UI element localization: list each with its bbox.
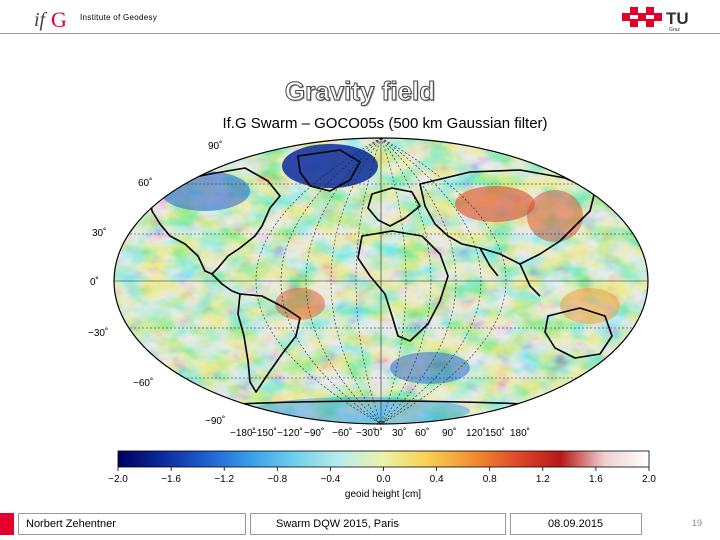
lon-label: −30˚ (356, 427, 376, 439)
footer-date: 08.09.2015 (548, 518, 604, 530)
lat-label: 30˚ (92, 227, 106, 239)
graticule (114, 138, 648, 424)
longitude-labels: −180˚ −150˚ −120˚ −90˚ −60˚ −30˚ 0˚ 30˚ … (230, 427, 530, 439)
colorbar-ticks: −2.0 −1.6 −1.2 −0.8 −0.4 0.0 0.4 0.8 1.2 1.6 2.0 (108, 467, 656, 485)
slide-footer: Norbert Zehentner Swarm DQW 2015, Paris … (0, 513, 720, 535)
lon-label: 30˚ (392, 427, 406, 439)
ifg-logo: if G (34, 7, 67, 31)
colorbar-tick-label: −1.2 (214, 474, 234, 485)
footer-author: Norbert Zehentner (26, 518, 116, 530)
page-number: 19 (692, 518, 703, 528)
lon-label: 150˚ (485, 427, 505, 439)
svg-text:if: if (34, 9, 48, 31)
lon-label: 90˚ (442, 427, 456, 439)
colorbar: −2.0 −1.6 −1.2 −0.8 −0.4 0.0 0.4 0.8 1.2 1.6 2.0 g… (108, 450, 656, 500)
colorbar-tick-label: 0.0 (377, 474, 391, 485)
lon-label: 180˚ (510, 427, 530, 439)
slide-header: if G Institute of Geodesy TU Graz (0, 0, 720, 34)
lon-label: 0˚ (374, 427, 383, 439)
lon-label: −120˚ (277, 427, 303, 439)
geoid-map: 90˚ 60˚ 30˚ 0˚ −30˚ −60˚ −90˚ −180˚ −150… (88, 137, 649, 439)
footer-event: Swarm DQW 2015, Paris (276, 518, 399, 530)
svg-text:Graz: Graz (669, 27, 680, 32)
map-frame (113, 137, 649, 425)
slide-title: Gravity field (284, 76, 436, 107)
footer-author-box (18, 513, 246, 535)
lat-label: 90˚ (208, 140, 222, 152)
colorbar-tick-label: −0.8 (267, 474, 287, 485)
colorbar-tick-label: 2.0 (642, 474, 656, 485)
latitude-labels: 90˚ 60˚ 30˚ 0˚ −30˚ −60˚ −90˚ (88, 140, 225, 427)
lat-label: −90˚ (205, 415, 225, 427)
lon-label: 60˚ (415, 427, 429, 439)
footer-date-box (510, 513, 642, 535)
colorbar-gradient (117, 450, 650, 468)
lon-label: −60˚ (332, 427, 352, 439)
institute-name: Institute of Geodesy (80, 13, 158, 22)
colorbar-label: geoid height [cm] (345, 489, 421, 500)
colorbar-tick-label: −1.6 (161, 474, 181, 485)
colorbar-tick-label: −2.0 (108, 474, 128, 485)
colorbar-tick-label: 0.4 (430, 474, 444, 485)
lon-label: −90˚ (304, 427, 324, 439)
lat-label: −60˚ (133, 377, 153, 389)
colorbar-tick-label: 0.8 (483, 474, 497, 485)
footer-accent (0, 513, 14, 535)
header-divider (0, 33, 720, 34)
tu-graz-logo: TU Graz (622, 7, 689, 32)
lon-label: −180˚ (230, 427, 256, 439)
lat-label: 0˚ (90, 276, 99, 288)
lat-label: 60˚ (138, 177, 152, 189)
footer-event-box (250, 513, 506, 535)
svg-text:TU: TU (666, 9, 689, 28)
map-subtitle: If.G Swarm – GOCO05s (500 km Gaussian fi… (222, 115, 548, 132)
colorbar-tick-label: 1.2 (536, 474, 550, 485)
svg-text:G: G (51, 7, 67, 31)
colorbar-tick-label: −0.4 (321, 474, 341, 485)
colorbar-tick-label: 1.6 (589, 474, 603, 485)
lon-label: −150˚ (251, 427, 277, 439)
lon-label: 120˚ (466, 427, 486, 439)
lat-label: −30˚ (88, 327, 108, 339)
